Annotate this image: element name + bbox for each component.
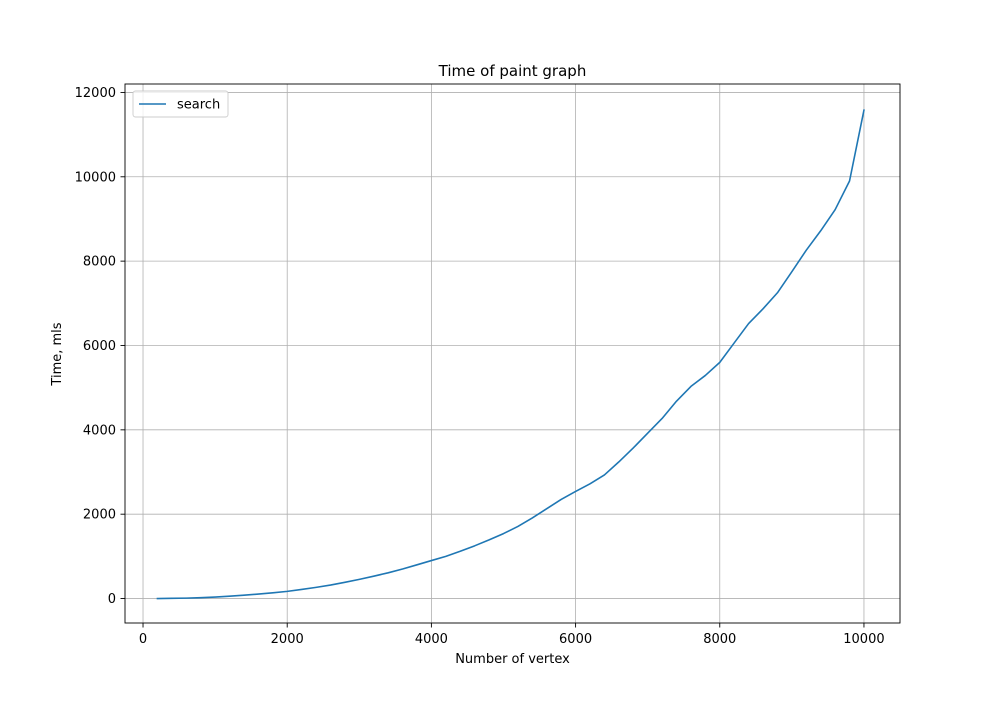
x-tick-label: 8000 xyxy=(703,632,736,647)
y-tick-label: 8000 xyxy=(83,255,116,270)
series-line-search xyxy=(156,109,865,600)
legend: search xyxy=(132,90,229,118)
x-tick-label: 6000 xyxy=(559,632,592,647)
x-tick-label: 10000 xyxy=(843,632,884,647)
grid-layer xyxy=(125,84,900,623)
legend-box xyxy=(132,90,229,118)
y-axis-title: Time, mls xyxy=(50,322,65,386)
y-tick-label: 6000 xyxy=(83,339,116,354)
axis-layer: 0 2000 4000 6000 8000 10000 0 2000 4000 6000 8000 1… xyxy=(75,83,901,647)
x-axis-title: Number of vertex xyxy=(455,652,570,667)
x-tick-label: 2000 xyxy=(271,632,304,647)
y-tick-label: 12000 xyxy=(75,86,116,101)
legend-label: search xyxy=(177,98,220,113)
plot-frame xyxy=(124,83,901,624)
y-tick-label: 0 xyxy=(108,592,116,607)
x-tick-label: 4000 xyxy=(415,632,448,647)
chart-title: Time of paint graph xyxy=(438,62,587,80)
y-tick-label: 2000 xyxy=(83,508,116,523)
series-layer xyxy=(156,109,865,600)
y-tick-label: 10000 xyxy=(75,170,116,185)
y-tick-label: 4000 xyxy=(83,423,116,438)
x-tick-label: 0 xyxy=(139,632,147,647)
